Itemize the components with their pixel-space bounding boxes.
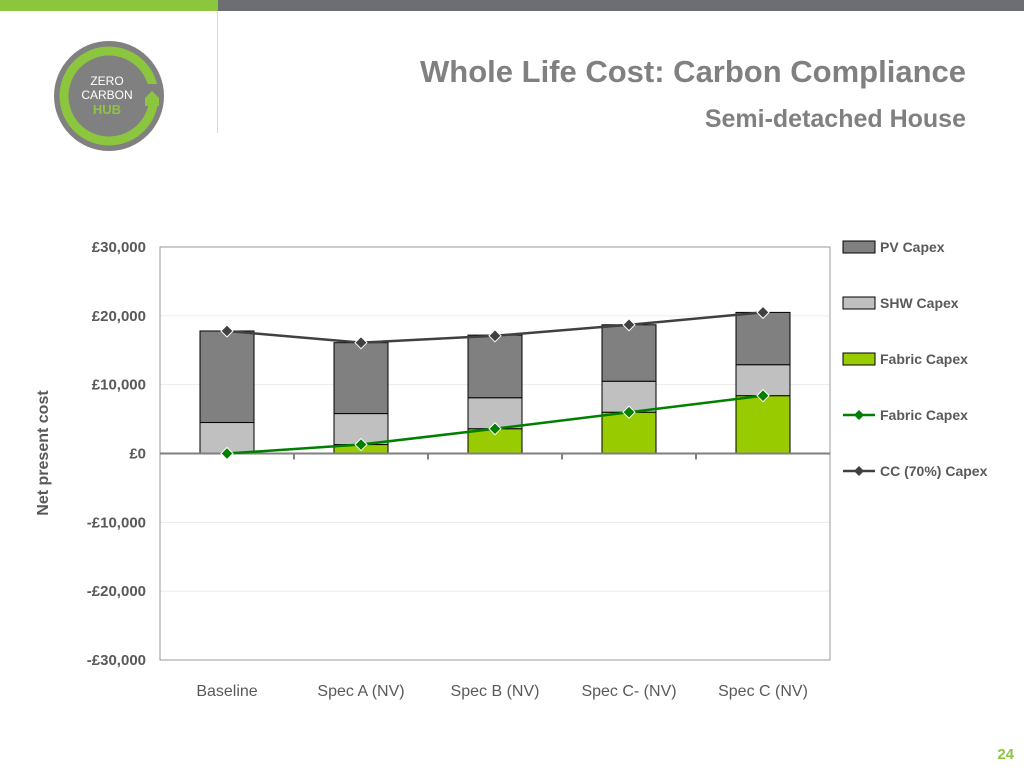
legend-label: Fabric Capex — [880, 407, 968, 423]
series-marker — [622, 405, 636, 419]
legend-label: Fabric Capex — [880, 351, 968, 367]
legend-marker — [854, 466, 864, 476]
y-tick-label: £0 — [129, 446, 146, 463]
legend-label: CC (70%) Capex — [880, 463, 988, 479]
y-tick-label: -£30,000 — [87, 652, 146, 669]
x-tick-label: Baseline — [196, 683, 257, 700]
logo-word-1: ZERO — [90, 74, 123, 88]
bar-segment — [467, 334, 523, 399]
legend-marker — [854, 410, 864, 420]
logo-word-2: CARBON — [81, 88, 132, 102]
series-marker — [488, 422, 502, 436]
series-marker — [756, 305, 770, 320]
series-marker — [354, 335, 368, 350]
top-bar-green — [0, 0, 218, 11]
top-bar-gray — [218, 0, 1024, 11]
series-marker — [488, 329, 502, 343]
y-axis-title: Net present cost — [35, 390, 52, 516]
legend-label: PV Capex — [880, 239, 945, 255]
y-tick-label: £30,000 — [92, 239, 146, 256]
house-icon — [145, 91, 159, 106]
legend-swatch — [842, 240, 876, 254]
slide-title: Whole Life Cost: Carbon Compliance — [420, 54, 966, 89]
legend-swatch — [842, 296, 876, 310]
x-tick-label: Spec A (NV) — [317, 683, 404, 700]
y-tick-label: -£10,000 — [87, 514, 146, 531]
legend-label: SHW Capex — [880, 295, 959, 311]
zero-carbon-hub-logo: ZERO CARBON HUB — [54, 41, 164, 151]
x-tick-label: Spec B (NV) — [451, 683, 540, 700]
legend: PV Capex SHW Capex Fabric Capex Fabric Cape… — [842, 239, 988, 479]
y-tick-label: £20,000 — [92, 308, 146, 325]
x-tick-label: Spec C- (NV) — [581, 683, 676, 700]
logo-word-3: HUB — [93, 102, 121, 117]
bars — [199, 311, 791, 455]
page-number: 24 — [997, 746, 1014, 763]
bar-segment — [735, 311, 791, 366]
series-marker — [220, 324, 234, 338]
bar-segment — [735, 395, 791, 454]
bar-segment — [333, 342, 389, 415]
bar-segment — [199, 330, 255, 424]
series-marker — [756, 388, 770, 403]
slide-subtitle: Semi-detached House — [704, 105, 966, 133]
axes — [159, 246, 831, 661]
series-marker — [622, 318, 636, 332]
y-tick-label: -£20,000 — [87, 583, 146, 600]
series-marker — [220, 446, 234, 461]
series-marker — [354, 437, 368, 452]
y-tick-label: £10,000 — [92, 377, 146, 394]
bar-segment — [601, 324, 657, 382]
lines — [220, 305, 770, 461]
header-divider — [217, 11, 218, 133]
legend-swatch — [842, 352, 876, 366]
axis-labels: £30,000 £20,000 £10,000 £0 -£10,000 -£20,000 -… — [87, 239, 808, 700]
x-tick-label: Spec C (NV) — [718, 683, 808, 700]
